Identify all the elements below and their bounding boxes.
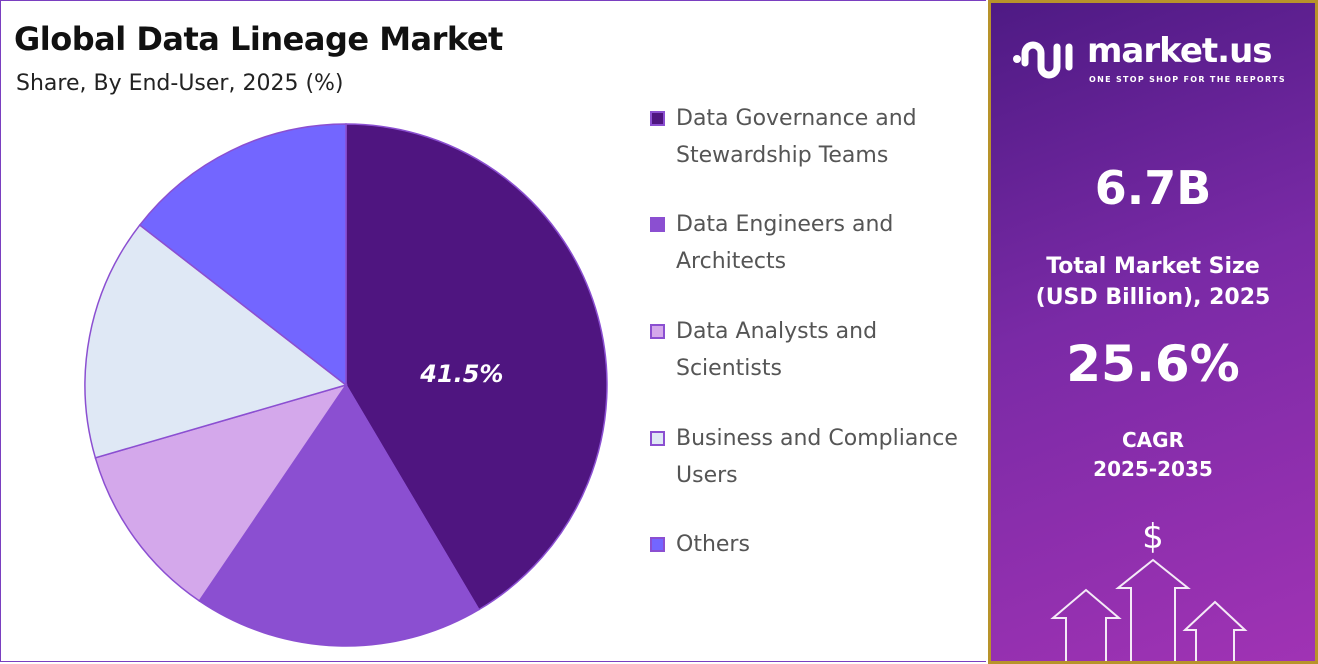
market-size-label-line1: Total Market Size [1046,254,1260,279]
legend-swatch [650,537,665,552]
pie-slice-3 [94,383,348,602]
legend-label: Data Engineers and Architects [676,212,894,274]
data-label-1: 41.5% [419,360,503,388]
cagr-label: CAGR [1122,428,1184,452]
chart-title: Global Data Lineage Market [14,20,503,58]
cagr-period: 2025-2035 [1093,457,1213,481]
market-size-label-line2: (USD Billion), 2025 [1035,285,1271,310]
pie-slice-4 [84,223,348,459]
chart-subtitle: Share, By End-User, 2025 (%) [16,71,344,96]
pie-slice-2 [198,383,480,647]
legend-item: Data Engineers and Architects [650,206,976,280]
legend-item: Data Governance and Stewardship Teams [650,100,976,174]
chart-frame [0,0,986,662]
brand-name: market.us [1087,31,1273,71]
market-size-value: 6.7B [1094,161,1212,215]
cagr-value: 25.6% [1066,335,1240,393]
brand-tagline: ONE STOP SHOP FOR THE REPORTS [1089,75,1286,84]
pie-chart: 41.5% [84,123,608,647]
legend-item: Business and Compliance Users [650,420,976,494]
legend-swatch [650,431,665,446]
legend-swatch [650,217,665,232]
pie-slice-5 [138,123,347,387]
dollar-icon: $ [1142,517,1164,557]
legend-label: Others [676,532,750,557]
legend-label: Business and Compliance Users [676,426,958,488]
legend-item: Others [650,526,976,563]
legend-item: Data Analysts and Scientists [650,313,976,387]
up-arrow-icon [1050,558,1248,661]
legend-swatch [650,324,665,339]
market-us-logo [1013,41,1073,79]
market-summary-panel: market.us ONE STOP SHOP FOR THE REPORTS … [988,0,1318,664]
legend-swatch [650,111,665,126]
legend-label: Data Governance and Stewardship Teams [676,106,917,168]
legend-label: Data Analysts and Scientists [676,319,878,381]
pie-slice-1 [345,123,608,611]
